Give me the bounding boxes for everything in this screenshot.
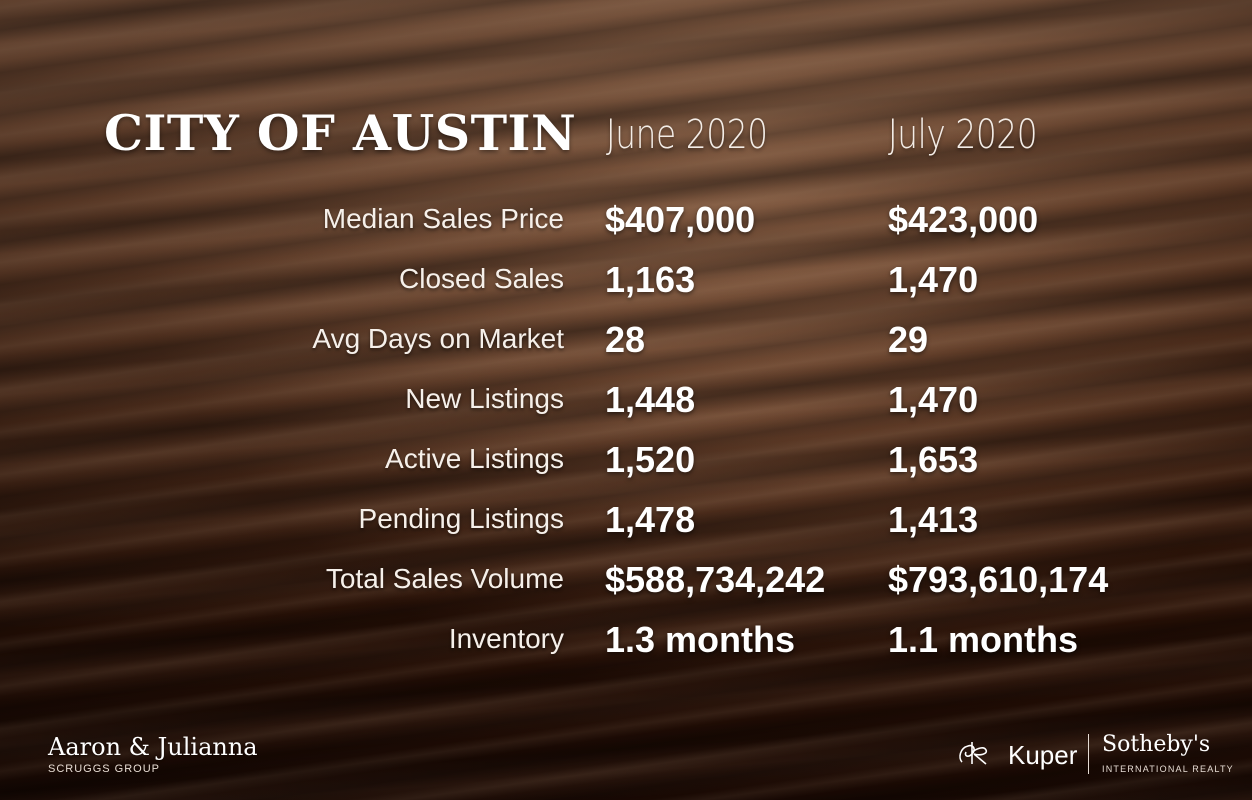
stat-value-june: 1,448 — [605, 379, 696, 420]
stat-label: Closed Sales — [399, 263, 564, 294]
stat-value-june: 1,478 — [605, 499, 696, 540]
stat-row-inventory: Inventory 1.3 months 1.1 months — [0, 615, 1252, 665]
stat-row-median-sales-price: Median Sales Price $407,000 $423,000 — [0, 195, 1252, 245]
stat-value-july: 1,470 — [888, 259, 979, 300]
brokerage-brand: Kuper Sotheby's INTERNATIONAL REALTY — [956, 732, 1233, 778]
agent-group: SCRUGGS GROUP — [48, 763, 161, 775]
stat-value-july: 29 — [888, 319, 929, 360]
stat-label: Total Sales Volume — [325, 563, 564, 594]
stat-label: Active Listings — [385, 443, 564, 474]
stat-value-july: 1.1 months — [888, 619, 1079, 660]
stat-value-july: 1,653 — [888, 439, 979, 480]
stat-value-july: 1,413 — [888, 499, 979, 540]
agent-name: Aaron & Julianna — [48, 733, 258, 761]
kuper-monogram-icon — [959, 742, 988, 765]
stat-label: Pending Listings — [358, 503, 564, 534]
stat-row-total-sales-volume: Total Sales Volume $588,734,242 $793,610… — [0, 555, 1252, 605]
kuper-wordmark: Kuper — [1008, 740, 1078, 770]
stat-label: New Listings — [405, 383, 564, 414]
international-realty-text: INTERNATIONAL REALTY — [1102, 764, 1234, 774]
page-title: CITY OF AUSTIN — [104, 104, 577, 162]
stat-label: Median Sales Price — [322, 203, 564, 234]
stat-value-july: $793,610,174 — [888, 559, 1109, 600]
stat-value-july: $423,000 — [888, 199, 1039, 240]
stat-value-june: 1,163 — [605, 259, 696, 300]
stat-value-july: 1,470 — [888, 379, 979, 420]
stat-label: Avg Days on Market — [312, 323, 564, 354]
stat-value-june: 1,520 — [605, 439, 696, 480]
stat-row-pending-listings: Pending Listings 1,478 1,413 — [0, 495, 1252, 545]
stat-label: Inventory — [448, 623, 564, 654]
stat-value-june: $407,000 — [605, 199, 756, 240]
stat-row-new-listings: New Listings 1,448 1,470 — [0, 375, 1252, 425]
stat-row-active-listings: Active Listings 1,520 1,653 — [0, 435, 1252, 485]
sothebys-wordmark: Sotheby's — [1102, 732, 1211, 757]
stat-value-june: 1.3 months — [605, 619, 796, 660]
stat-row-avg-days-on-market: Avg Days on Market 28 29 — [0, 315, 1252, 365]
column-header-june: June 2020 — [606, 112, 768, 158]
stat-value-june: 28 — [605, 319, 646, 360]
stat-row-closed-sales: Closed Sales 1,163 1,470 — [0, 255, 1252, 305]
stat-value-june: $588,734,242 — [605, 559, 826, 600]
agent-brand: Aaron & Julianna SCRUGGS GROUP — [48, 733, 258, 775]
brand-divider — [1088, 734, 1089, 774]
column-header-july: July 2020 — [888, 112, 1038, 158]
